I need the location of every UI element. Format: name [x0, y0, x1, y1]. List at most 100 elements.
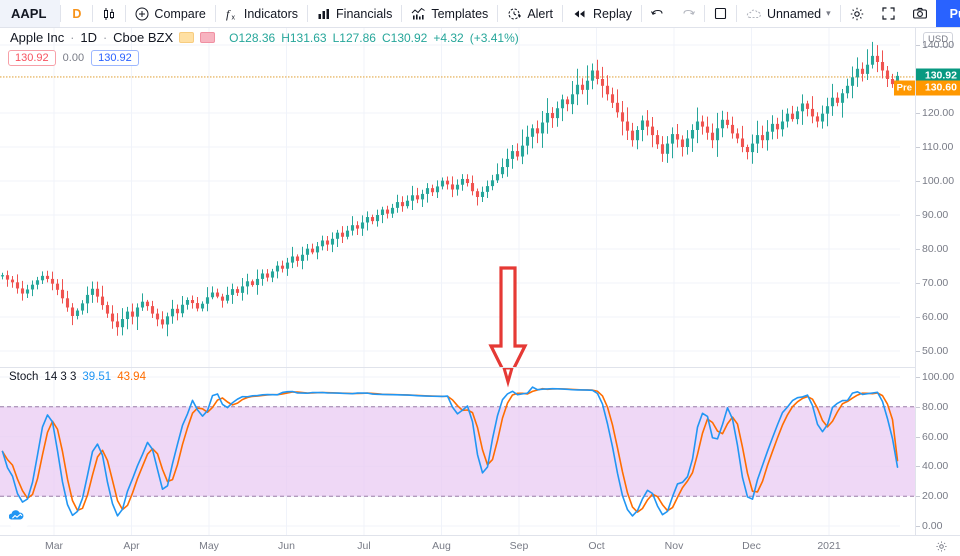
arrow-down-annotation-tip	[502, 368, 514, 388]
time-axis-tick: Jul	[357, 540, 371, 552]
indicators-button[interactable]: f x Indicators	[216, 0, 307, 27]
pre-market-price-badge[interactable]: 130.60	[916, 80, 960, 96]
interval-label: D	[72, 6, 82, 21]
time-axis-tick: Dec	[742, 540, 761, 552]
stoch-axis-tickmark	[916, 496, 920, 498]
pill-low-price[interactable]: 130.92	[91, 50, 139, 66]
currency-chip[interactable]: USD	[923, 32, 954, 47]
open-label: O	[229, 30, 239, 45]
layout-icon	[713, 6, 728, 21]
chart-legend: Apple Inc · 1D · Cboe BZX O128.36 H131.6…	[10, 30, 519, 45]
stoch-params: 14 3 3	[44, 371, 77, 383]
pill-mid-value: 0.00	[62, 52, 85, 64]
stoch-legend: Stoch 14 3 3 39.51 43.94	[9, 371, 146, 383]
redo-icon	[681, 7, 696, 21]
instrument-name[interactable]: Apple Inc	[10, 30, 65, 45]
gear-icon	[849, 6, 865, 22]
price-axis-tickmark	[916, 249, 920, 250]
fullscreen-icon	[881, 6, 896, 21]
data-source-badge	[200, 32, 216, 43]
layout-button[interactable]	[705, 0, 736, 27]
stoch-axis-tick: 100.00	[922, 371, 955, 383]
change-value: +4.32	[433, 30, 464, 45]
time-axis-tick: Mar	[44, 540, 64, 552]
open-value: 128.36	[238, 30, 276, 45]
price-axis-tick: 90.00	[922, 209, 949, 221]
compare-label: Compare	[154, 6, 206, 21]
tradingview-logo[interactable]	[6, 503, 32, 529]
chevron-down-icon: ▾	[826, 8, 831, 18]
symbol-search-button[interactable]: AAPL	[0, 0, 61, 27]
high-value: 131.63	[289, 30, 327, 45]
templates-button[interactable]: Templates	[402, 0, 497, 27]
layout-name-button[interactable]: Unnamed ▾	[737, 0, 840, 27]
time-axis-tick: 2021	[817, 540, 841, 552]
alert-button[interactable]: Alert	[498, 0, 562, 27]
interval-button[interactable]: D	[61, 0, 92, 27]
price-axis-tick: 110.00	[922, 141, 954, 153]
toolbar-divider	[125, 5, 127, 22]
price-axis-tick: 80.00	[922, 243, 949, 255]
time-axis-settings-button[interactable]	[935, 540, 948, 553]
indicators-label: Indicators	[243, 6, 299, 21]
change-percent: (+3.41%)	[469, 30, 519, 45]
pane-divider	[0, 367, 915, 368]
toolbar-divider	[307, 5, 309, 22]
snapshot-button[interactable]	[904, 0, 936, 27]
legend-interval[interactable]: 1D	[80, 30, 97, 45]
top-toolbar: AAPL D	[0, 0, 960, 28]
stoch-k-line	[1, 386, 899, 517]
undo-button[interactable]	[642, 0, 673, 27]
plus-circle-icon	[135, 7, 149, 21]
price-axis[interactable]: USD 140.00 120.00 110.00 100.00 90.00 80.00 70…	[915, 28, 960, 535]
time-axis-tick: Apr	[123, 540, 140, 552]
publish-button[interactable]: Publish	[935, 0, 960, 27]
price-axis-tick: 60.00	[922, 311, 949, 323]
publish-label: Publish	[949, 6, 960, 21]
stoch-axis-tick: 40.00	[922, 460, 949, 473]
arrow-down-annotation[interactable]	[488, 266, 528, 368]
toolbar-divider	[92, 5, 94, 22]
settings-button[interactable]	[841, 0, 873, 27]
financials-button[interactable]: Financials	[308, 0, 401, 27]
replay-button[interactable]: Replay	[563, 0, 641, 27]
toolbar-divider	[60, 5, 62, 22]
toolbar-divider	[735, 5, 737, 22]
stoch-name[interactable]: Stoch	[9, 371, 39, 383]
compare-button[interactable]: Compare	[126, 0, 214, 27]
stoch-chart-canvas[interactable]	[0, 368, 915, 535]
symbol-label: AAPL	[11, 6, 47, 21]
ohlc-values: O128.36 H131.63 L127.86 C130.92 +4.32 (+…	[229, 31, 519, 45]
legend-exchange[interactable]: Cboe BZX	[113, 30, 174, 45]
camera-icon	[912, 6, 928, 21]
toolbar-divider	[562, 5, 564, 22]
price-axis-tickmark	[916, 45, 920, 46]
time-axis-tick: Jun	[278, 540, 295, 552]
chart-type-button[interactable]	[93, 0, 125, 27]
last-price-badge[interactable]: 130.92	[916, 68, 960, 84]
toolbar-divider	[401, 5, 403, 22]
toolbar-divider	[214, 5, 216, 22]
cloud-icon	[746, 7, 762, 21]
stoch-d-line	[1, 387, 899, 513]
toolbar-divider	[640, 5, 642, 22]
alarm-clock-icon	[507, 6, 522, 21]
price-chart-canvas[interactable]	[0, 28, 915, 368]
pill-high-price[interactable]: 130.92	[8, 50, 56, 66]
time-axis-tick: Nov	[664, 540, 684, 552]
price-pane[interactable]	[0, 28, 915, 368]
alert-label: Alert	[527, 6, 554, 21]
function-icon: f x	[225, 7, 239, 21]
time-axis[interactable]: Mar Apr May Jun Jul Aug Sep Oct Nov Dec 2021	[0, 535, 960, 556]
stoch-pane[interactable]	[0, 368, 915, 535]
stoch-axis-tick: 20.00	[922, 490, 949, 503]
low-value: 127.86	[339, 30, 376, 45]
redo-button[interactable]	[673, 0, 704, 27]
stoch-axis-tickmark	[916, 466, 920, 468]
price-pills: 130.92 0.00 130.92	[8, 50, 139, 66]
layout-name-label: Unnamed	[766, 6, 822, 21]
price-axis-tickmark	[916, 351, 920, 352]
high-label: H	[281, 30, 290, 45]
fullscreen-button[interactable]	[873, 0, 904, 27]
